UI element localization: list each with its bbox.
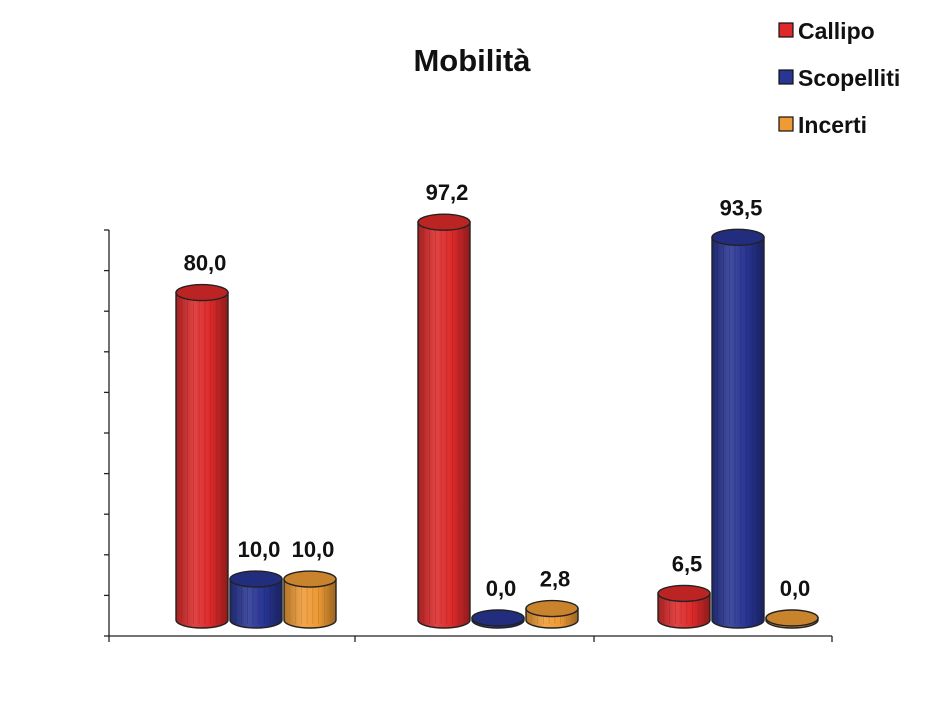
data-label: 93,5 [720, 195, 763, 220]
bar-top [175, 283, 229, 302]
bar-top [417, 213, 471, 231]
bar [175, 283, 229, 629]
legend-label: Scopelliti [798, 65, 900, 91]
bar-top [657, 584, 711, 603]
legend-label: Callipo [798, 18, 875, 44]
bar [417, 213, 471, 629]
bar-top [765, 609, 819, 627]
bar-top [525, 599, 579, 618]
bar [525, 599, 579, 629]
bar [765, 609, 819, 629]
data-label: 0,0 [486, 576, 517, 601]
bar-top [229, 570, 283, 588]
data-label: 10,0 [292, 537, 335, 562]
bar-body [711, 236, 765, 629]
data-label: 80,0 [184, 251, 227, 276]
data-label: 0,0 [780, 576, 811, 601]
data-labels: 80,0 97,2 6,5 10,0 0,0 93,5 10,0 2,8 0,0 [184, 180, 811, 601]
bar [711, 228, 765, 629]
bar-body [283, 578, 337, 629]
legend-swatch [778, 69, 794, 85]
legend-swatch [778, 22, 794, 38]
axes [104, 229, 833, 642]
bar-body [417, 221, 471, 629]
bar [283, 570, 337, 629]
bars [175, 213, 819, 629]
legend: Callipo Scopelliti Incerti [778, 18, 900, 138]
legend-label: Incerti [798, 112, 867, 138]
bar-top [471, 609, 525, 627]
data-label: 6,5 [672, 551, 703, 576]
bar-body [175, 291, 229, 629]
chart-title: Mobilità [413, 43, 531, 78]
data-label: 97,2 [426, 180, 469, 205]
bar-top [283, 570, 337, 588]
bar-body [657, 592, 711, 629]
bar [229, 570, 283, 629]
bar [657, 584, 711, 629]
bar [471, 609, 525, 629]
data-label: 10,0 [238, 537, 281, 562]
bar-top [711, 228, 765, 247]
data-label: 2,8 [540, 567, 571, 592]
legend-swatch [778, 116, 794, 132]
bar-body [229, 578, 283, 629]
